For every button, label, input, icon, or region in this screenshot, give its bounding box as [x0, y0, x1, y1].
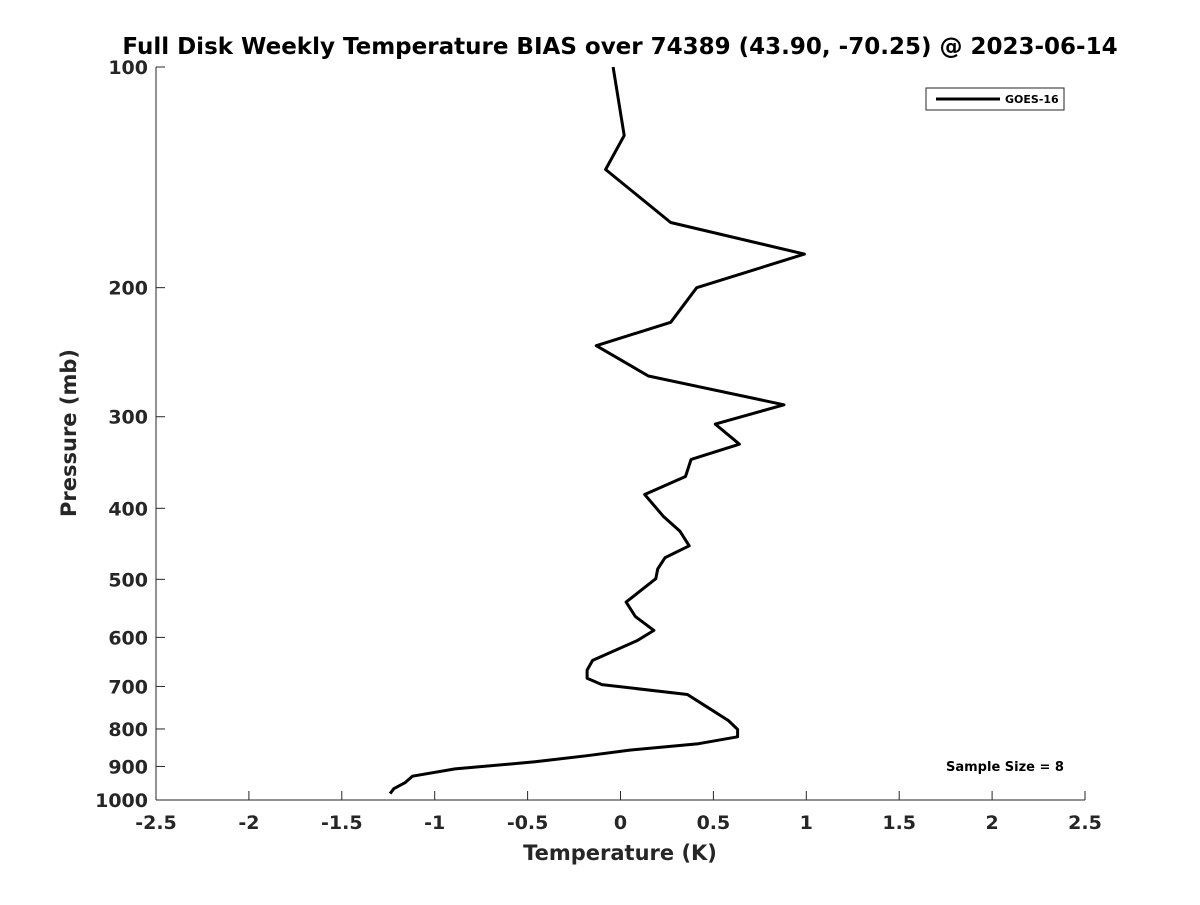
legend: GOES-16: [925, 87, 1065, 111]
sample-size-annotation: Sample Size = 8: [946, 760, 1064, 775]
x-tick-label: 2.5: [1068, 812, 1102, 834]
axes: [155, 67, 1085, 801]
x-tick-label: -2: [238, 812, 259, 834]
y-tick-label: 300: [108, 407, 148, 429]
x-tick-label: -1: [424, 812, 445, 834]
y-tick-label: 200: [108, 278, 148, 300]
x-tick-label: 2: [985, 812, 998, 834]
x-tick-label: -1.5: [321, 812, 363, 834]
y-tick-label: 400: [108, 498, 148, 520]
legend-label-goes-16: GOES-16: [1005, 93, 1059, 106]
y-tick-label: 900: [108, 756, 148, 778]
x-ticks: -2.5 -2 -1.5 -1 -0.5 0 0.5 1 1.5 2 2.5: [135, 791, 1102, 834]
x-tick-label: 1.5: [882, 812, 916, 834]
x-tick-label: 1: [800, 812, 813, 834]
series-line-goes-16: [388, 66, 806, 795]
y-tick-label: 1000: [95, 790, 148, 812]
y-tick-label: 600: [108, 627, 148, 649]
x-tick-label: 0: [614, 812, 627, 834]
y-ticks: 100 200 300 400 500 600 700 800 900 1000: [95, 57, 165, 812]
y-tick-label: 800: [108, 719, 148, 741]
y-tick-label: 100: [108, 57, 148, 79]
x-axis-label: Temperature (K): [523, 841, 717, 865]
y-axis-label: Pressure (mb): [57, 349, 81, 517]
x-tick-label: 0.5: [697, 812, 731, 834]
x-tick-label: -2.5: [135, 812, 177, 834]
chart-title: Full Disk Weekly Temperature BIAS over 7…: [122, 34, 1117, 60]
series-group: [388, 66, 806, 795]
x-tick-label: -0.5: [507, 812, 549, 834]
y-tick-label: 500: [108, 569, 148, 591]
y-tick-label: 700: [108, 676, 148, 698]
